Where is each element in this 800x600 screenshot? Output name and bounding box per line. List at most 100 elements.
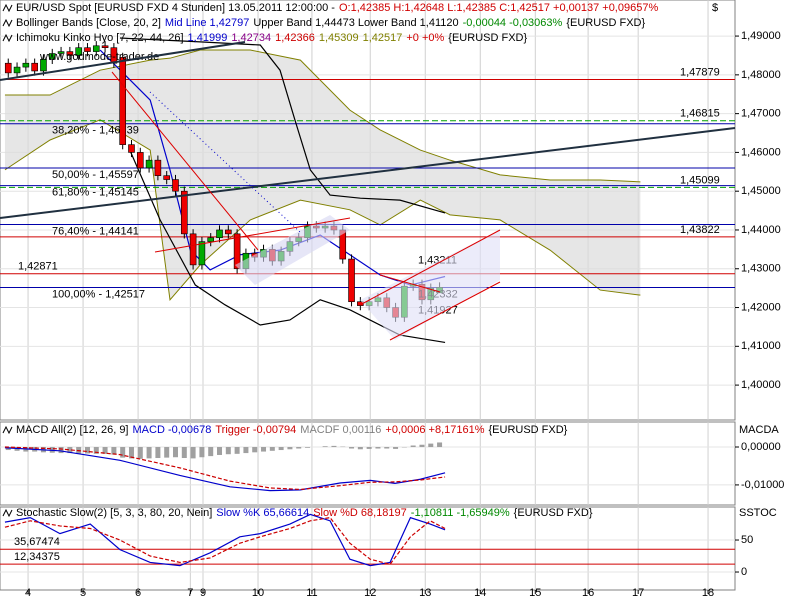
y-tick-label: -0,01000 — [741, 479, 784, 491]
y-tick-label: 1,46000 — [741, 146, 781, 158]
level-label: 1,42871 — [18, 261, 58, 273]
indicator-icon — [2, 425, 13, 435]
histogram-bar — [225, 447, 231, 455]
y-tick-label: 1,42000 — [741, 301, 781, 313]
candle-body — [163, 175, 170, 180]
candle-body — [172, 179, 179, 192]
level-label: 35,67474 — [14, 536, 60, 548]
header-text: +0 +0% — [406, 32, 444, 44]
histogram-bar — [384, 447, 390, 449]
indicator-line — [4, 447, 446, 492]
histogram-bar — [164, 447, 170, 458]
trend-line — [0, 127, 736, 219]
indicator-line — [4, 446, 446, 491]
x-tick-label: 14 — [474, 587, 486, 599]
histogram-bar — [357, 447, 363, 450]
histogram-bar — [146, 447, 152, 459]
x-tick-label: 10 — [252, 587, 264, 599]
candle-body — [348, 258, 355, 303]
histogram-bar — [102, 447, 108, 454]
histogram-bar — [172, 447, 178, 458]
candle-body — [40, 59, 47, 72]
panel — [0, 421, 736, 506]
candle-body — [31, 62, 38, 72]
y-tick-label: 0 — [741, 566, 747, 578]
header-text: 1,42366 — [275, 32, 315, 44]
histogram-bar — [93, 447, 99, 454]
header-text: Mid Line 1,42797 — [165, 17, 249, 29]
header-text: {EURUSD FXD} — [448, 32, 527, 44]
histogram-bar — [349, 447, 355, 449]
header-text: Ichimoku Kinko Hyo [7, 22, 44, 26] — [16, 32, 184, 44]
candle-body — [48, 53, 56, 60]
candle-body — [22, 62, 30, 68]
x-tick-label: 18 — [702, 587, 714, 599]
trend-line — [359, 229, 501, 306]
header-text: 1,42734 — [231, 32, 271, 44]
header-text: +0,0006 +8,17161% — [385, 424, 484, 436]
histogram-bar — [278, 447, 284, 451]
histogram-bar — [393, 447, 399, 449]
level-label: 1,43822 — [680, 224, 720, 236]
header-text: -1,10811 -1,65949% — [411, 507, 510, 519]
x-tick-label: 4 — [25, 587, 31, 599]
channel-fill — [360, 230, 500, 340]
candle-body — [57, 51, 65, 54]
x-tick-label: 9 — [200, 587, 206, 599]
header-text: -0,00044 -0,03063% — [463, 17, 563, 29]
header-text: Trigger -0,00794 — [215, 424, 296, 436]
y-tick-label: 1,47000 — [741, 108, 781, 120]
header-text: Slow %D 68,18197 — [313, 507, 407, 519]
candle-body — [136, 152, 144, 169]
header-text: EUR/USD Spot [EURUSD FXD 4 Stunden] 13.0… — [16, 2, 335, 14]
indicator-icon — [2, 18, 13, 28]
indicator-icon — [2, 33, 13, 43]
histogram-bar — [419, 444, 425, 448]
plot-area: 1,49000 1,48000 1,47000 1,46000 1,45000 1,440… — [0, 0, 784, 599]
fib-label: 38,20% - 1,46739 — [52, 125, 139, 137]
histogram-bar — [128, 447, 134, 459]
histogram-bar — [252, 447, 258, 453]
header-text: Upper Band 1,44473 Lower Band 1,41120 — [253, 17, 458, 29]
trend-line — [379, 274, 441, 293]
candle-body — [119, 57, 126, 145]
header-text: Bollinger Bands [Close, 20, 2] — [16, 17, 161, 29]
histogram-bar — [155, 447, 161, 459]
y-tick-label: 1,44000 — [741, 224, 781, 236]
histogram-bar — [111, 447, 117, 455]
x-tick-label: 7 — [187, 587, 193, 599]
trend-line — [154, 217, 351, 253]
trend-line — [0, 41, 246, 81]
candle-body — [207, 237, 215, 242]
candle-body — [181, 190, 188, 235]
histogram-bar — [190, 447, 196, 459]
x-tick-label: 15 — [529, 587, 541, 599]
candle-body — [128, 144, 135, 153]
header-text: Stochastic Slow(2) [5, 3, 3, 80, 20, Nei… — [16, 507, 212, 519]
histogram-bar — [322, 446, 328, 448]
header-text: {EURUSD FXD} — [566, 17, 645, 29]
candle-body — [198, 241, 206, 266]
candle-body — [84, 47, 91, 52]
axis-title: MACDA — [739, 424, 779, 436]
bollinger-band — [129, 149, 446, 344]
candle-body — [66, 51, 74, 56]
histogram-bar — [243, 447, 249, 454]
candle-body — [233, 233, 241, 270]
histogram-bar — [437, 442, 443, 448]
candle-body — [92, 45, 100, 52]
x-tick-label: 12 — [364, 587, 376, 599]
fib-label: 100,00% - 1,42517 — [52, 288, 145, 300]
header-text: 1,41999 — [188, 32, 228, 44]
y-tick-label: 1,45000 — [741, 185, 781, 197]
candle-body — [101, 45, 109, 49]
header-text: MACDF 0,00116 — [300, 424, 381, 436]
header-line: Bollinger Bands [Close, 20, 2] Mid Line 1… — [16, 17, 645, 29]
header-text: {EURUSD FXD} — [514, 507, 593, 519]
level-label: 12,34375 — [14, 551, 60, 563]
x-tick-label: 16 — [582, 587, 594, 599]
trend-line — [111, 71, 259, 251]
histogram-bar — [261, 447, 267, 452]
currency: $ — [712, 2, 718, 14]
y-tick-label: 1,40000 — [741, 379, 781, 391]
